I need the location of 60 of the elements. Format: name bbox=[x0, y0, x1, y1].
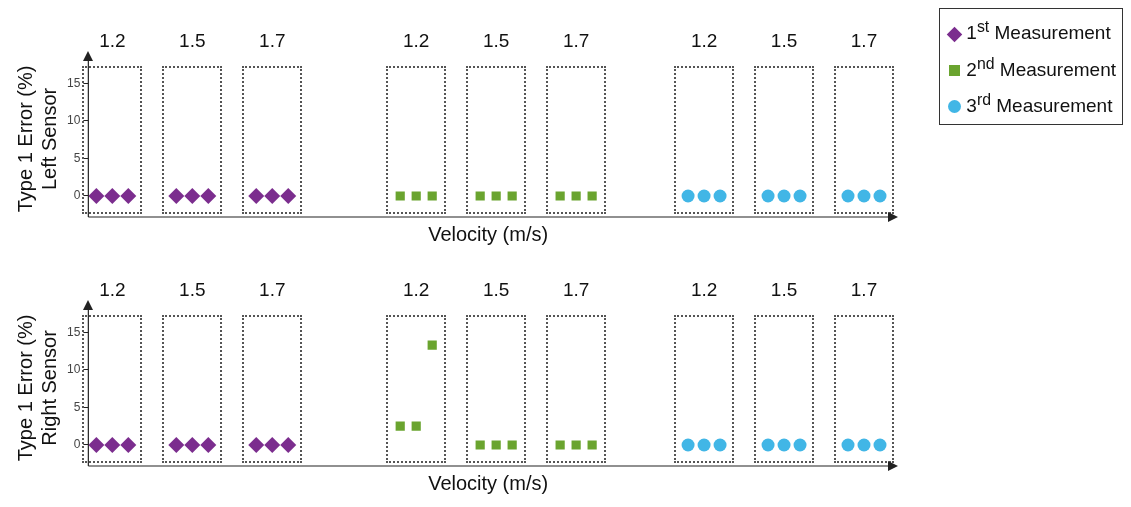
x-tick-label: 1.5 bbox=[770, 278, 798, 300]
point bbox=[427, 340, 437, 350]
x-tick-label: 1.5 bbox=[482, 29, 510, 51]
point bbox=[264, 436, 281, 453]
legend-label: 2$^{nd}$ Measurement bbox=[966, 54, 1116, 80]
point bbox=[280, 436, 297, 453]
point bbox=[857, 438, 871, 452]
point bbox=[168, 436, 185, 453]
x-tick-label: 1.2 bbox=[690, 29, 718, 51]
point bbox=[681, 438, 695, 452]
point bbox=[104, 436, 121, 453]
x-tick-label: 1.2 bbox=[690, 278, 718, 300]
point bbox=[507, 440, 517, 450]
y-tick-label: 10 bbox=[66, 113, 81, 128]
x-tick-label: 1.7 bbox=[562, 29, 590, 51]
x-tick-label: 1.2 bbox=[99, 29, 126, 51]
point bbox=[395, 421, 405, 431]
x-tick-label: 1.7 bbox=[259, 278, 286, 300]
point bbox=[88, 436, 105, 453]
point bbox=[713, 438, 727, 452]
x-tick-label: 1.5 bbox=[770, 29, 798, 51]
legend-label: 3$^{rd}$ Measurement bbox=[966, 90, 1113, 116]
point bbox=[475, 440, 485, 450]
y-tick-label: 5 bbox=[73, 399, 81, 414]
x-axis-title: Velocity (m/s) bbox=[427, 223, 550, 246]
point bbox=[555, 440, 565, 450]
x-tick-label: 1.5 bbox=[179, 278, 206, 300]
x-tick-label: 1.7 bbox=[850, 29, 878, 51]
point bbox=[697, 438, 711, 452]
x-tick-label: 1.7 bbox=[562, 278, 590, 300]
y-axis-title: Type 1 Error (%) Right Sensor bbox=[13, 314, 60, 462]
y-tick-label: 0 bbox=[73, 188, 81, 203]
y-tick-label: 10 bbox=[66, 362, 81, 377]
point bbox=[777, 438, 791, 452]
x-tick-label: 1.5 bbox=[482, 278, 510, 300]
point bbox=[411, 421, 421, 431]
point bbox=[571, 440, 581, 450]
point bbox=[184, 436, 201, 453]
point bbox=[761, 438, 775, 452]
x-tick-label: 1.5 bbox=[179, 29, 206, 51]
point bbox=[248, 436, 265, 453]
y-axis-title: Type 1 Error (%) Left Sensor bbox=[13, 65, 60, 213]
x-tick-label: 1.7 bbox=[850, 278, 878, 300]
point bbox=[120, 436, 137, 453]
point bbox=[793, 438, 807, 452]
legend-label: 1$^{st}$ Measurement bbox=[966, 18, 1111, 44]
x-tick-label: 1.7 bbox=[259, 29, 286, 51]
point bbox=[200, 436, 217, 453]
y-tick-label: 15 bbox=[66, 324, 81, 339]
point bbox=[491, 440, 501, 450]
y-tick-label: 15 bbox=[66, 75, 81, 90]
point bbox=[841, 438, 855, 452]
y-tick-label: 0 bbox=[73, 437, 81, 452]
x-tick-label: 1.2 bbox=[99, 278, 126, 300]
point bbox=[587, 440, 597, 450]
x-tick-label: 1.2 bbox=[402, 278, 430, 300]
point bbox=[873, 438, 887, 452]
x-axis-title: Velocity (m/s) bbox=[427, 472, 550, 495]
y-tick-label: 5 bbox=[73, 150, 81, 165]
x-tick-label: 1.2 bbox=[402, 29, 430, 51]
